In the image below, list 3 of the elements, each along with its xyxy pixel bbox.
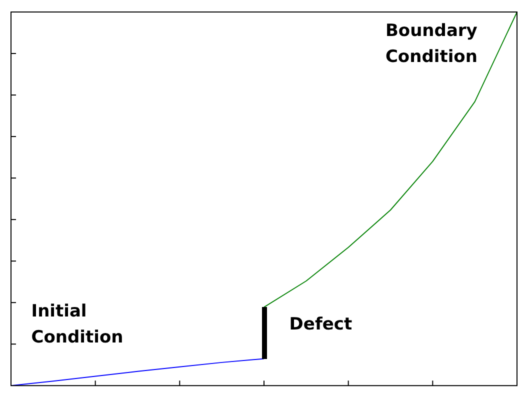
annotation: Initial Condition (31, 301, 124, 348)
annotation: Defect (289, 314, 352, 334)
annotation: Boundary Condition (385, 21, 478, 68)
